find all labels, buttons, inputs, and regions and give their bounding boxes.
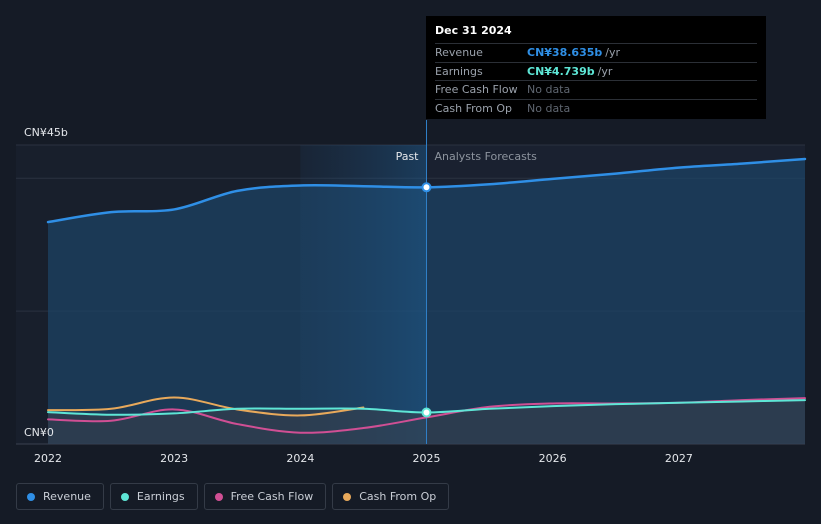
x-tick-label: 2027 xyxy=(665,452,693,465)
legend-dot-icon xyxy=(343,492,352,501)
x-tick-label: 2023 xyxy=(160,452,188,465)
tooltip-value: CN¥4.739b xyxy=(527,64,595,78)
earnings-hover-marker xyxy=(421,407,432,418)
tooltip-label: Revenue xyxy=(435,46,483,60)
tooltip-value: No data xyxy=(527,101,571,115)
legend-label: Earnings xyxy=(136,490,185,503)
x-tick-label: 2025 xyxy=(413,452,441,465)
tooltip-value: No data xyxy=(527,83,571,97)
legend-label: Free Cash Flow xyxy=(230,490,314,503)
tooltip-row-free-cash-flow: Free Cash Flow No data xyxy=(435,80,757,99)
legend-label: Cash From Op xyxy=(359,490,437,503)
x-tick-label: 2022 xyxy=(34,452,62,465)
tooltip-label: Earnings xyxy=(435,64,483,78)
revenue-hover-marker xyxy=(421,182,432,193)
legend-label: Revenue xyxy=(43,490,91,503)
tooltip-row-revenue: Revenue CN¥38.635b /yr xyxy=(435,43,757,62)
legend-item-free-cash-flow[interactable]: Free Cash Flow xyxy=(203,483,327,510)
legend-item-revenue[interactable]: Revenue xyxy=(16,483,104,510)
legend-item-earnings[interactable]: Earnings xyxy=(109,483,198,510)
y-axis-label-bottom: CN¥0 xyxy=(24,426,54,439)
tooltip-row-cash-from-op: Cash From Op No data xyxy=(435,98,757,118)
legend: Revenue Earnings Free Cash Flow Cash Fro… xyxy=(16,483,450,510)
tooltip-value: CN¥38.635b xyxy=(527,46,603,60)
cash-from-op-line xyxy=(47,396,365,417)
legend-dot-icon xyxy=(27,492,35,501)
tooltip-row-earnings: Earnings CN¥4.739b /yr xyxy=(435,61,757,81)
tooltip: Dec 31 2024 Revenue CN¥38.635b /yr Earni… xyxy=(426,16,766,119)
past-label: Past xyxy=(396,150,420,163)
tooltip-label: Cash From Op xyxy=(435,101,513,115)
tooltip-unit: /yr xyxy=(597,64,613,78)
x-tick-label: 2026 xyxy=(539,452,567,465)
y-axis-label-top: CN¥45b xyxy=(24,126,68,139)
legend-item-cash-from-op[interactable]: Cash From Op xyxy=(332,483,450,510)
x-tick-label: 2024 xyxy=(286,452,314,465)
tooltip-unit: /yr xyxy=(605,46,621,60)
legend-dot-icon xyxy=(120,492,129,501)
tooltip-date: Dec 31 2024 xyxy=(435,24,512,37)
forecast-label: Analysts Forecasts xyxy=(435,150,538,163)
tooltip-label: Free Cash Flow xyxy=(435,83,518,97)
hover-highlight xyxy=(300,145,427,444)
legend-dot-icon xyxy=(214,492,223,501)
